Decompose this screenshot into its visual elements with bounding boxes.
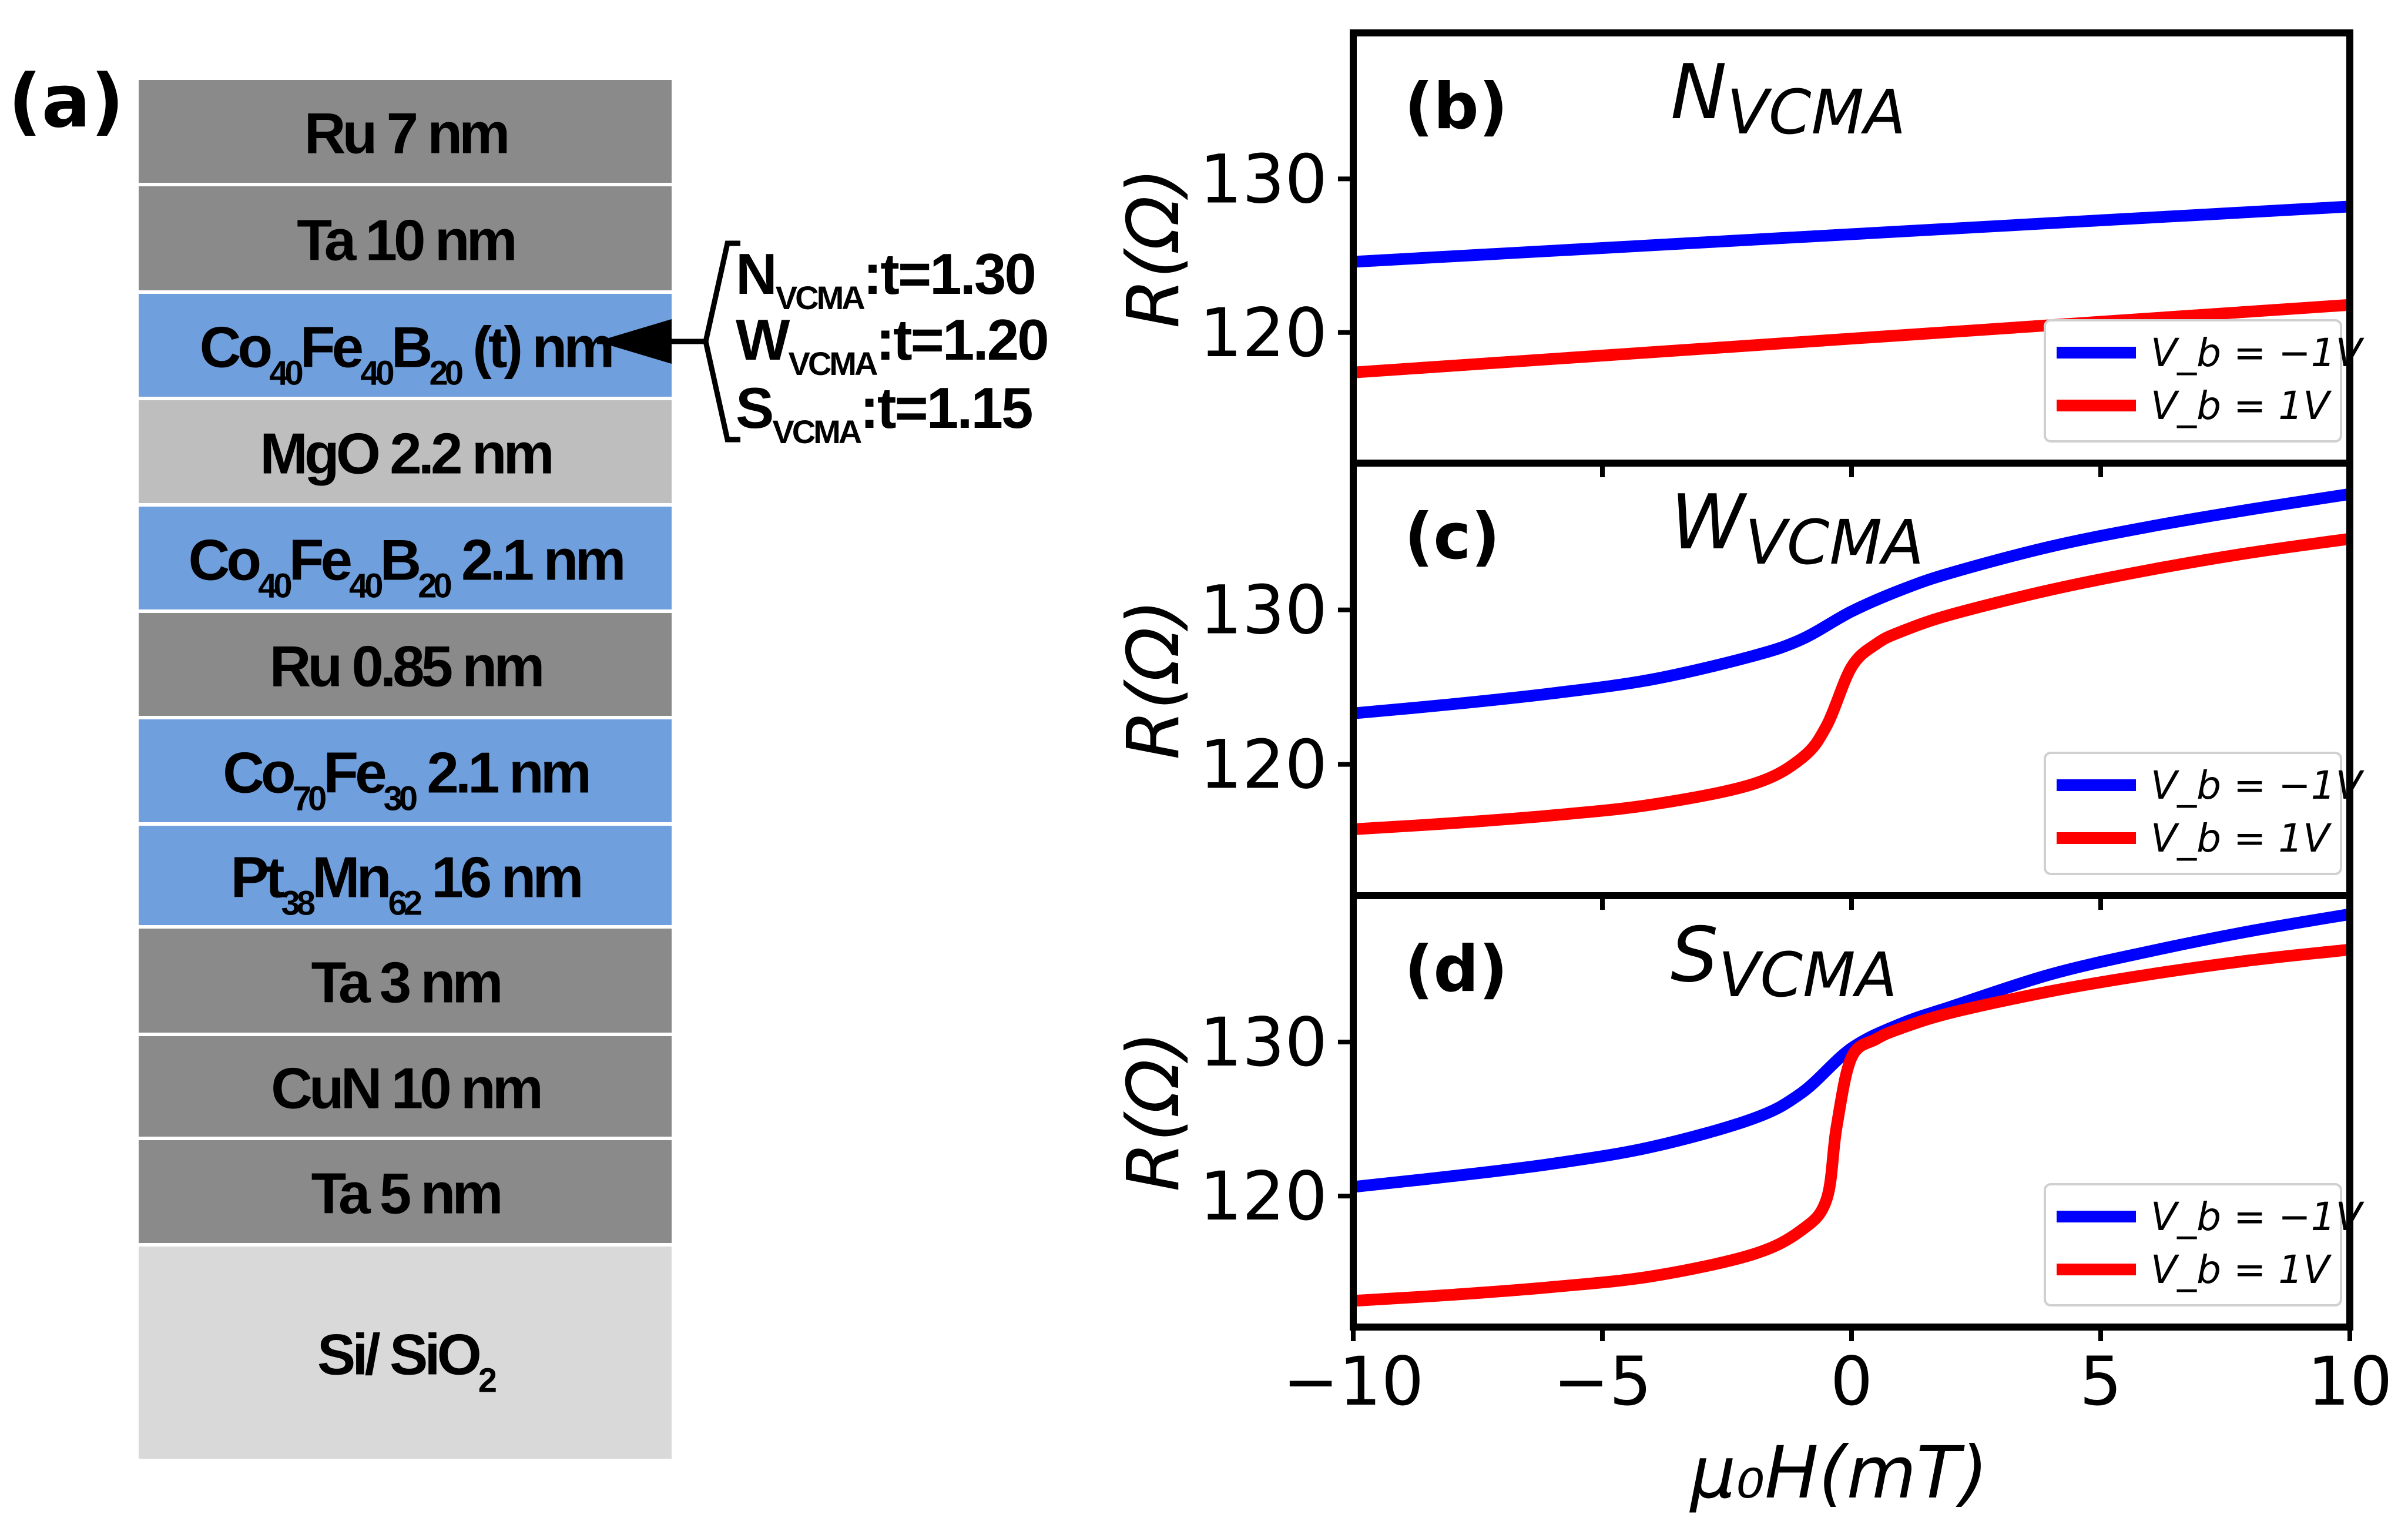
annotation-w: WVCMA:t=1.20 — [736, 307, 1048, 382]
layer-7 — [139, 719, 672, 822]
y-tick-label-c-130: 130 — [1199, 571, 1327, 649]
layer-6 — [139, 613, 672, 716]
y-tick-label-d-130: 130 — [1199, 1003, 1327, 1081]
series-line-c-vb-plus1 — [1353, 532, 2350, 835]
layer-label-9: Ta 3 nm — [311, 950, 500, 1015]
legend-label-plus-c: V_b = 1V — [2151, 816, 2332, 861]
layer-label-5: Co40Fe40B20 2.1 nm — [188, 528, 623, 605]
layer-label-8: Pt38Mn62 16 nm — [231, 845, 581, 923]
thickness-bracket — [597, 240, 740, 443]
series-line-b-vb-minus1 — [1353, 200, 2350, 268]
x-tick-label--5: −5 — [1553, 1342, 1652, 1421]
legend-label-minus-b: V_b = −1V — [2151, 330, 2365, 376]
y-axis-label-c: R(Ω) — [1112, 599, 1195, 759]
series-line-b-vb-plus1 — [1353, 299, 2350, 378]
panel-label-c: (c) — [1404, 500, 1500, 574]
layer-8 — [139, 826, 672, 925]
y-tick-label-c-120: 120 — [1199, 726, 1327, 804]
layer-9 — [139, 929, 672, 1033]
layer-label-4: MgO 2.2 nm — [260, 421, 551, 486]
y-tick-label-b-130: 130 — [1199, 140, 1327, 218]
x-tick-label-0: 0 — [1830, 1342, 1873, 1421]
layer-label-11: Ta 5 nm — [311, 1161, 500, 1226]
x-tick-labels: −10 −5 0 5 10 — [1283, 1342, 2393, 1421]
series-line-d-vb-plus1 — [1353, 943, 2350, 1307]
layer-label-3: Co40Fe40B20 (t) nm — [200, 315, 612, 393]
legend-b: V_b = −1V V_b = 1V — [2044, 319, 2365, 443]
y-tick-label-d-120: 120 — [1199, 1157, 1327, 1235]
y-axis-label-b: R(Ω) — [1112, 167, 1195, 328]
legend-label-minus-d: V_b = −1V — [2151, 1194, 2365, 1239]
annotation-n: NVCMA:t=1.30 — [736, 242, 1035, 316]
layer-stack: Ru 7 nm Ta 10 nm Co40Fe40B20 (t) nm MgO 2.2… — [139, 80, 672, 1459]
layer-4 — [139, 400, 672, 503]
layer-label-6: Ru 0.85 nm — [270, 634, 542, 699]
layer-5 — [139, 507, 672, 609]
layer-10 — [139, 1036, 672, 1137]
x-tick-label-10: 10 — [2307, 1342, 2392, 1421]
legend-d: V_b = −1V V_b = 1V — [2044, 1183, 2365, 1306]
panel-label-b: (b) — [1404, 70, 1508, 143]
layer-1 — [139, 80, 672, 183]
legend-c: V_b = −1V V_b = 1V — [2044, 752, 2365, 875]
y-axis-label-d: R(Ω) — [1112, 1031, 1195, 1191]
y-tick-label-b-120: 120 — [1199, 294, 1327, 372]
layer-12 — [139, 1247, 672, 1459]
layer-label-7: Co70Fe30 2.1 nm — [223, 741, 589, 818]
panel-title-b: NVCMA — [1671, 49, 1906, 148]
legend-label-plus-b: V_b = 1V — [2151, 383, 2332, 428]
legend-label-plus-d: V_b = 1V — [2151, 1247, 2332, 1292]
layer-3 — [139, 294, 672, 397]
layer-label-2: Ta 10 nm — [297, 208, 514, 273]
panel-a-label: (a) — [8, 59, 124, 144]
panel-title-d: SVCMA — [1671, 912, 1897, 1011]
x-tick-label--10: −10 — [1283, 1342, 1424, 1421]
layer-11 — [139, 1140, 672, 1243]
layer-2 — [139, 186, 672, 290]
legend-label-minus-c: V_b = −1V — [2151, 763, 2365, 808]
annotation-s: SVCMA:t=1.15 — [736, 376, 1032, 450]
layer-label-1: Ru 7 nm — [304, 101, 507, 166]
layer-label-10: CuN 10 nm — [271, 1056, 541, 1121]
x-axis-label: μ₀H(mT) — [1689, 1431, 1988, 1515]
layer-label-12: Si/ SiO2 — [317, 1322, 496, 1400]
x-tick-label-5: 5 — [2080, 1342, 2122, 1421]
panel-title-c: WVCMA — [1671, 479, 1924, 578]
series-line-c-vb-minus1 — [1353, 488, 2350, 719]
panel-label-d: (d) — [1404, 933, 1508, 1006]
